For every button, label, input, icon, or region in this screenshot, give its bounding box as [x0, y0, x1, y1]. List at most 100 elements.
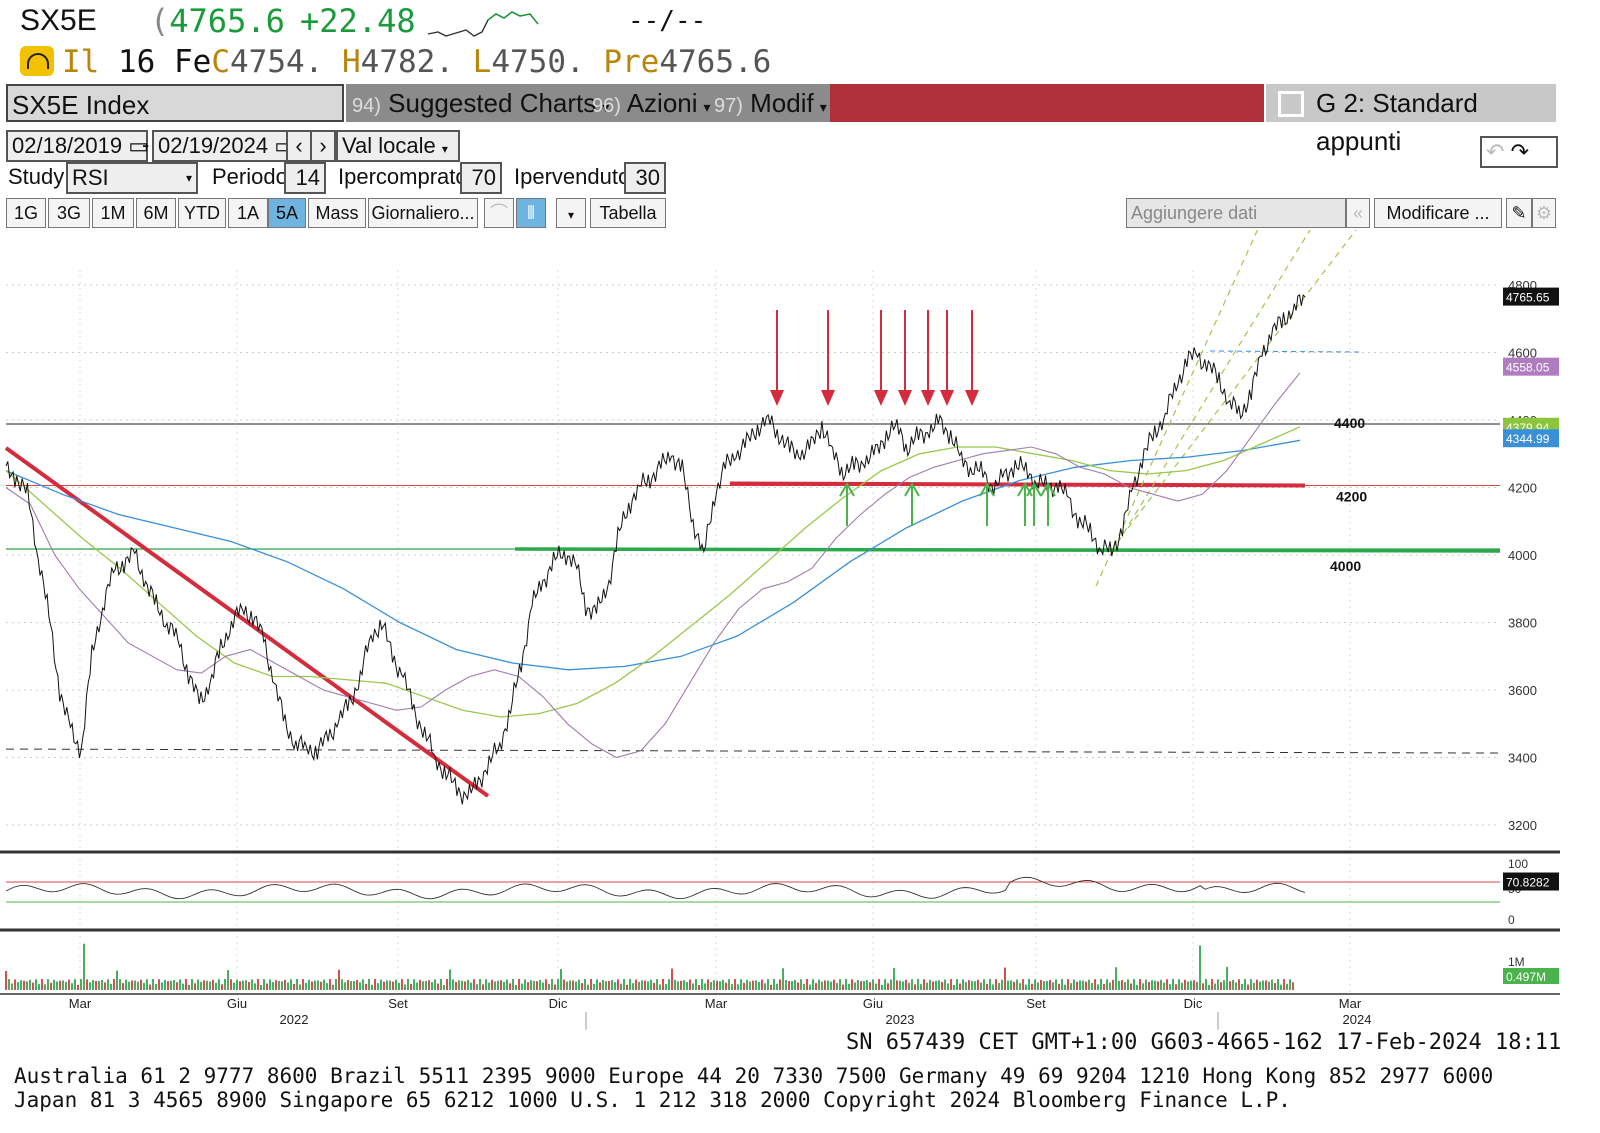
support-arrow-head — [839, 482, 855, 497]
range-1a[interactable]: 1A — [228, 198, 268, 228]
gear-icon: ⚙ — [1535, 203, 1553, 223]
range-5a[interactable]: 5A — [268, 198, 306, 228]
resistance-arrow-head — [898, 390, 912, 406]
range-1m[interactable]: 1M — [92, 198, 134, 228]
last-time: --/-- — [628, 6, 707, 36]
moving-averages — [5, 372, 1301, 759]
rsi-value-tag: 70.8282 — [1506, 876, 1550, 890]
collapse-button[interactable]: « — [1346, 198, 1370, 228]
start-date-input[interactable]: 02/18/2019 ▭ — [6, 130, 150, 162]
currency-value: Val locale — [342, 133, 436, 158]
rsi-tick-label: 0 — [1508, 913, 1515, 927]
edit-button[interactable]: Modificare ... — [1374, 198, 1502, 228]
overbought-input[interactable]: 70 — [460, 162, 502, 194]
currency-select[interactable]: Val locale ▾ — [336, 130, 460, 162]
security-field[interactable]: SX5E Index — [6, 84, 344, 122]
table-button[interactable]: Tabella — [590, 198, 666, 228]
rsi-panel: 10050070.8282 — [0, 850, 1560, 932]
x-tick-label: Giu — [227, 996, 247, 1011]
price-line — [5, 293, 1306, 805]
paren-glyph: ( — [150, 2, 170, 40]
quote-line: Il 16 FeC4754. H4782. L4750. Pre4765.6 — [20, 44, 771, 80]
chart-type-bar-button[interactable]: ⫴ — [516, 198, 546, 228]
undo-redo-group: ↶ ↷ — [1480, 136, 1558, 168]
menu-azioni[interactable]: 96) Azioni ▾ — [592, 84, 711, 122]
prev-value: 4765.6 — [659, 44, 772, 80]
oversold-label: Ipervenduto — [514, 164, 631, 189]
level-label: 4000 — [1330, 558, 1361, 574]
range-6m[interactable]: 6M — [136, 198, 176, 228]
ma-short-tag-box — [1503, 357, 1559, 376]
range-ytd[interactable]: YTD — [178, 198, 226, 228]
redo-icon[interactable]: ↷ — [1510, 139, 1529, 164]
study-select[interactable]: RSI ▾ — [66, 162, 198, 194]
sparkline-icon — [427, 11, 539, 37]
volume-value-box — [1503, 968, 1559, 984]
menu-num: 97) — [714, 95, 743, 117]
next-period-button[interactable]: › — [310, 130, 336, 162]
year-label: 2023 — [886, 1012, 915, 1027]
resistance-arrow-head — [874, 390, 888, 406]
x-axis: Mar Giu Set Dic Mar Giu Set Dic Mar 2022 2023 2024 — [69, 996, 1372, 1030]
start-date-value: 02/18/2019 — [12, 133, 123, 158]
menu-modif[interactable]: 97) Modif ▾ — [714, 84, 827, 122]
menu-suggested-charts[interactable]: 94) Suggested Charts ▾ — [352, 84, 609, 122]
breakout-dashed-line — [1209, 350, 1361, 353]
edit-chart-button[interactable]: ✎ — [1506, 198, 1532, 228]
bar-chart-icon: ⫴ — [527, 203, 535, 223]
support-arrow-head — [904, 482, 920, 497]
x-tick-label: Giu — [863, 996, 883, 1011]
prev-period-button[interactable]: ‹ — [286, 130, 312, 162]
y-tick-label: 4200 — [1508, 481, 1537, 496]
ma-long-tag-box — [1503, 429, 1559, 448]
support-dashed-line — [5, 748, 1501, 754]
menu-label: Modif — [750, 88, 814, 118]
support-arrow-head — [1026, 482, 1042, 497]
y-tick-label: 4000 — [1508, 548, 1537, 563]
downtrend-line — [4, 446, 490, 798]
range-3g[interactable]: 3G — [48, 198, 90, 228]
menu-num: 94) — [352, 95, 381, 117]
dropdown-arrow-icon: ▾ — [602, 99, 610, 115]
volume-value-tag: 0.497M — [1506, 970, 1546, 984]
calendar-icon[interactable]: ▭ — [128, 133, 150, 158]
year-label: 2024 — [1343, 1012, 1372, 1027]
session-info: SN 657439 CET GMT+1:00 G603-4665-162 17-… — [846, 1030, 1562, 1055]
chart-type-line-button[interactable]: ⌒ — [484, 198, 514, 228]
end-date-input[interactable]: 02/19/2024 ▭ — [152, 130, 295, 162]
resistance-arrow-head — [940, 390, 954, 406]
oversold-input[interactable]: 30 — [624, 162, 666, 194]
resistance-arrow-head — [921, 390, 935, 406]
rsi-value-box — [1503, 872, 1559, 891]
undo-icon[interactable]: ↶ — [1486, 139, 1505, 164]
add-data-input[interactable]: Aggiungere dati — [1126, 198, 1346, 228]
range-max[interactable]: Mass — [308, 198, 366, 228]
menu-label: Azioni — [626, 88, 698, 118]
x-tick-label: Set — [388, 996, 408, 1011]
markers — [770, 310, 1056, 526]
y-tick-label: 3400 — [1508, 751, 1537, 766]
y-tick-label: 3600 — [1508, 683, 1537, 698]
rsi-line — [5, 876, 1306, 900]
ma-long-tag: 4344.99 — [1506, 432, 1550, 446]
trend-lines — [4, 230, 1361, 798]
menu-label: Suggested Charts — [388, 88, 597, 118]
level-4200-line — [729, 481, 1306, 488]
quote-date: 16 Fe — [118, 44, 212, 80]
period-input[interactable]: 14 — [284, 162, 326, 194]
last-price: (4765.6 — [150, 2, 285, 40]
date-separator: - — [142, 132, 150, 157]
x-tick-label: Mar — [705, 996, 728, 1011]
last-price-tag: 4765.65 — [1506, 291, 1550, 305]
range-1g[interactable]: 1G — [6, 198, 46, 228]
gauge-icon — [20, 46, 54, 76]
template-button[interactable]: G 2: Standard appunti — [1266, 84, 1556, 156]
line-chart-icon: ⌒ — [490, 203, 508, 223]
pencil-icon: ✎ — [1511, 203, 1527, 223]
resistance-arrow-head — [770, 390, 784, 406]
frequency-select[interactable]: Giornaliero... — [368, 198, 478, 228]
chart-type-dropdown[interactable]: ▾ — [556, 198, 586, 228]
price-series — [5, 293, 1306, 805]
settings-button[interactable]: ⚙ — [1532, 198, 1556, 228]
last-price-tag-box — [1503, 287, 1559, 306]
